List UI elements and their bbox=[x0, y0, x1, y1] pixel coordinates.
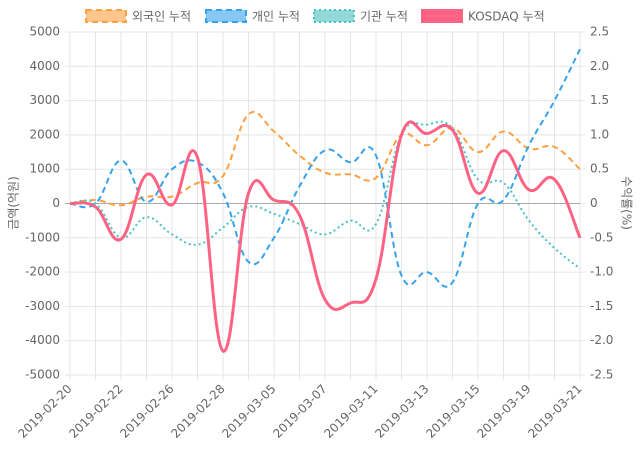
y-tick-label: 5000 bbox=[29, 25, 60, 39]
series-line bbox=[69, 120, 582, 353]
legend-swatch bbox=[205, 9, 247, 23]
x-tick-label: 2019-03-15 bbox=[423, 382, 482, 441]
x-tick-label: 2019-03-07 bbox=[270, 382, 329, 441]
y-tick-label: 0 bbox=[52, 196, 60, 210]
x-tick-label: 2019-02-28 bbox=[168, 382, 227, 441]
legend-swatch bbox=[313, 9, 355, 23]
y-tick-label: 4000 bbox=[29, 59, 60, 73]
legend-swatch bbox=[85, 9, 127, 23]
y-tick-label: -1000 bbox=[25, 230, 60, 244]
x-tick-label: 2019-02-22 bbox=[66, 382, 125, 441]
y-tick-label: 3000 bbox=[29, 93, 60, 107]
legend-label: 외국인 누적 bbox=[132, 10, 191, 24]
y-tick-label: -5000 bbox=[25, 368, 60, 382]
series-line bbox=[69, 120, 581, 270]
y2-axis-label: 수익률(%) bbox=[620, 176, 634, 230]
series-line bbox=[69, 48, 581, 288]
y-tick-label: -3000 bbox=[25, 299, 60, 313]
x-tick-label: 2019-03-11 bbox=[321, 382, 380, 441]
y2-tick-label: 2.0 bbox=[590, 59, 609, 73]
legend-swatch bbox=[421, 9, 463, 23]
y2-tick-label: -0.5 bbox=[590, 230, 613, 244]
y2-tick-label: 1.0 bbox=[590, 127, 609, 141]
y2-tick-label: 2.5 bbox=[590, 25, 609, 39]
x-tick-label: 2019-03-21 bbox=[525, 382, 584, 441]
y2-tick-label: -2.5 bbox=[590, 368, 613, 382]
y2-tick-label: -1.5 bbox=[590, 299, 613, 313]
x-tick-label: 2019-03-19 bbox=[474, 382, 533, 441]
y-tick-label: 1000 bbox=[29, 162, 60, 176]
y2-tick-label: 0 bbox=[590, 196, 598, 210]
y-tick-label: 2000 bbox=[29, 127, 60, 141]
x-tick-label: 2019-02-20 bbox=[15, 382, 74, 441]
y2-tick-label: -1.0 bbox=[590, 265, 613, 279]
y-axis-label: 금액(억원) bbox=[7, 176, 21, 230]
y2-tick-label: 1.5 bbox=[590, 93, 609, 107]
legend-label: 개인 누적 bbox=[252, 10, 300, 24]
y2-tick-label: 0.5 bbox=[590, 162, 609, 176]
y-tick-label: -2000 bbox=[25, 265, 60, 279]
series-line bbox=[69, 111, 581, 207]
legend-label: 기관 누적 bbox=[360, 10, 408, 24]
x-tick-label: 2019-02-26 bbox=[117, 382, 176, 441]
y2-tick-label: -2.0 bbox=[590, 333, 613, 347]
x-tick-label: 2019-03-05 bbox=[219, 382, 278, 441]
legend-label: KOSDAQ 누적 bbox=[468, 10, 545, 24]
x-tick-label: 2019-03-13 bbox=[372, 382, 431, 441]
y-tick-label: -4000 bbox=[25, 333, 60, 347]
